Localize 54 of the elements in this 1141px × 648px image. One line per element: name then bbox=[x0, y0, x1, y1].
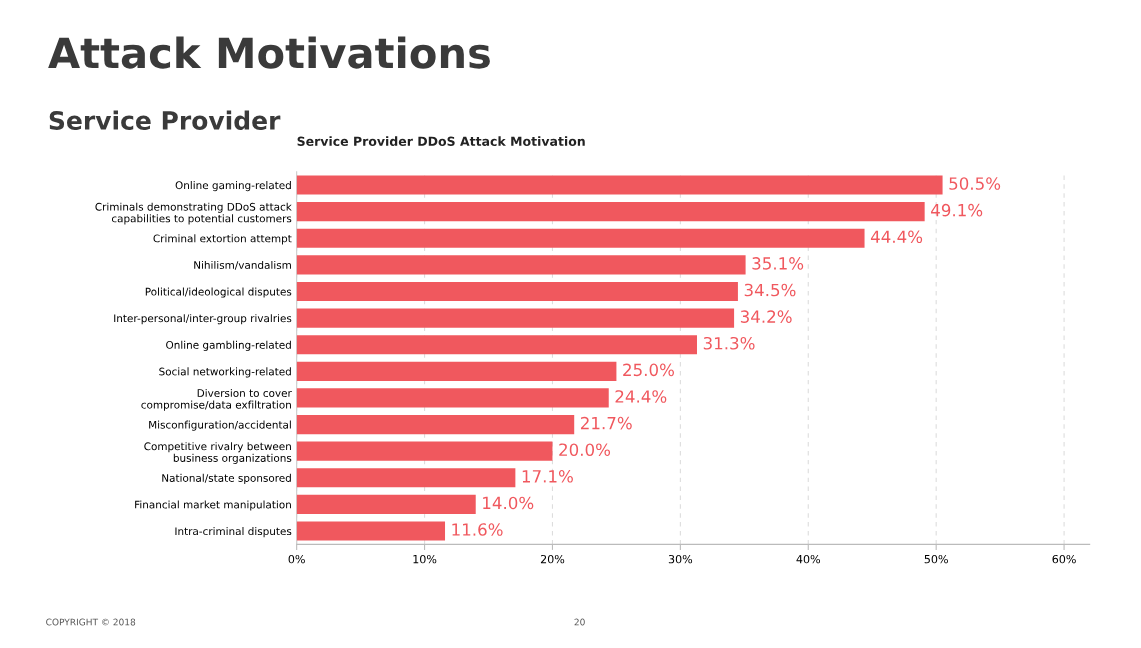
y-tick-label: Criminals demonstrating DDoS attack capabilities to potential customers bbox=[95, 202, 292, 225]
bar bbox=[296, 175, 943, 195]
bar bbox=[296, 494, 476, 514]
data-label: 44.4% bbox=[870, 230, 923, 244]
y-tick-label: Diversion to cover compromise/data exfiltration bbox=[141, 388, 292, 411]
data-label: 35.1% bbox=[752, 257, 804, 270]
bar bbox=[296, 441, 553, 461]
y-tick-label: Nihilism/vandalism bbox=[194, 260, 291, 270]
data-label: 34.2% bbox=[740, 310, 792, 323]
y-tick-label: Competitive rivalry between business organizations bbox=[144, 442, 292, 464]
x-tick-label: 60% bbox=[1052, 554, 1076, 564]
y-tick-label: Online gaming-related bbox=[175, 181, 291, 192]
data-label: 25.0% bbox=[623, 363, 674, 377]
x-tick-label: 0% bbox=[288, 554, 305, 564]
y-tick-label: Criminal extortion attempt bbox=[153, 234, 292, 245]
bar bbox=[296, 308, 735, 328]
data-label: 11.6% bbox=[452, 523, 503, 536]
y-tick-label: Inter-personal/inter-group rivalries bbox=[114, 314, 292, 325]
y-tick-label: National/state sponsored bbox=[162, 473, 291, 484]
bar bbox=[296, 468, 516, 488]
data-label: 21.7% bbox=[580, 416, 632, 430]
bar bbox=[296, 228, 865, 248]
data-label: 31.3% bbox=[703, 336, 755, 350]
bar bbox=[296, 388, 609, 408]
bar bbox=[296, 335, 697, 355]
bar bbox=[296, 361, 617, 381]
y-tick-label: Online gambling-related bbox=[166, 340, 291, 351]
x-tick-label: 40% bbox=[796, 554, 820, 564]
x-tick-label: 20% bbox=[540, 554, 565, 564]
bar bbox=[296, 202, 925, 222]
chart-subtitle: Service Provider bbox=[49, 110, 281, 130]
x-tick-label: 10% bbox=[413, 554, 437, 564]
data-label: 20.0% bbox=[559, 443, 611, 457]
y-tick-label: Misconfiguration/accidental bbox=[149, 420, 291, 431]
data-label: 14.0% bbox=[483, 496, 534, 510]
data-label: 49.1% bbox=[931, 203, 983, 217]
y-tick-label: Financial market manipulation bbox=[135, 500, 291, 511]
data-label: 24.4% bbox=[615, 390, 667, 403]
bar bbox=[296, 281, 738, 302]
y-tick-label: Intra-criminal disputes bbox=[175, 527, 292, 538]
text: 20 bbox=[574, 618, 585, 626]
text: COPYRIGHT © 2018 bbox=[46, 618, 136, 626]
y-tick-label: Social networking-related bbox=[159, 367, 291, 378]
y-tick-label: Political/ideological disputes bbox=[145, 287, 292, 298]
x-tick-label: 50% bbox=[924, 554, 948, 564]
data-label: 34.5% bbox=[744, 283, 796, 297]
bar bbox=[296, 255, 746, 275]
x-tick-label: 30% bbox=[668, 554, 693, 564]
bar bbox=[296, 521, 446, 541]
chart-title: Attack Motivations bbox=[48, 36, 490, 69]
bar bbox=[296, 414, 575, 435]
data-label: 17.1% bbox=[522, 470, 573, 483]
text: Service Provider DDoS Attack Motivation bbox=[297, 136, 585, 146]
data-label: 50.5% bbox=[949, 177, 1001, 190]
